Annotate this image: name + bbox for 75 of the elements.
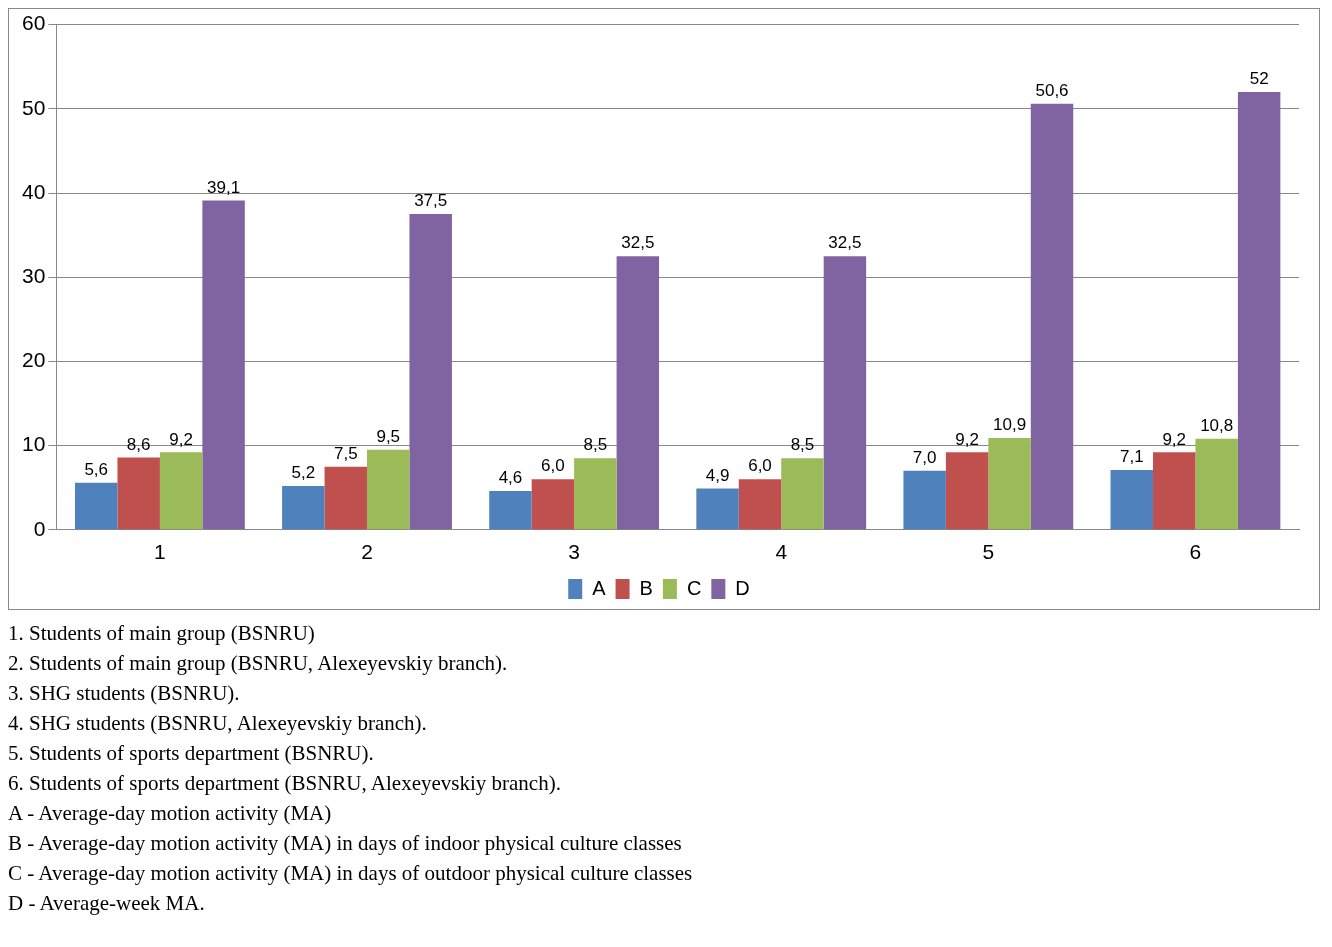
data-label: 39,1 (207, 177, 241, 197)
bar (75, 482, 118, 530)
data-label: 8,5 (790, 435, 815, 455)
bar (781, 458, 824, 530)
text: A - Average-day motion activity (MA) (8, 800, 333, 827)
bar (1237, 91, 1281, 530)
data-label: 32,5 (621, 233, 655, 253)
bar (202, 200, 245, 530)
data-label: 32,5 (828, 233, 862, 253)
x-tick-label: 5 (982, 540, 995, 564)
text: B - Average-day motion activity (MA) in days of indoor physical culture classes (8, 830, 683, 857)
text: C - Average-day motion activity (MA) in days of outdoor physical culture classes (8, 860, 694, 887)
bar (159, 452, 203, 530)
bar (823, 256, 867, 530)
bar (738, 479, 782, 530)
data-label: 5,6 (84, 459, 109, 479)
bar (1195, 438, 1238, 530)
bar (324, 466, 368, 530)
data-label: 6,0 (748, 456, 772, 476)
data-label: 7,1 (1119, 447, 1144, 467)
data-label: 4,9 (705, 465, 730, 485)
x-tick-label: 3 (568, 540, 580, 564)
text: 3. SHG students (BSNRU). (8, 680, 241, 707)
text: 2. Students of main group (BSNRU, Alexeyevskiy branch). (8, 650, 509, 677)
bar (696, 488, 739, 530)
text: D - Average-week MA. (8, 890, 206, 917)
bar (367, 449, 410, 530)
bar (574, 458, 617, 530)
bar (988, 438, 1031, 530)
data-label: 9,5 (376, 427, 401, 446)
text: 1. Students of main group (BSNRU) (8, 620, 316, 647)
legend-label: C (686, 576, 702, 599)
bar (1110, 470, 1153, 530)
text: 5. Students of sports department (BSNRU). (8, 740, 375, 767)
bar (1152, 452, 1196, 530)
data-label: 10,9 (993, 415, 1027, 435)
data-label: 5,2 (291, 463, 316, 483)
data-label: 10,8 (1200, 416, 1234, 436)
x-tick-label: 6 (1189, 540, 1202, 564)
bar (903, 470, 946, 530)
data-label: 9,2 (1162, 429, 1187, 449)
legend-label: D (735, 576, 750, 599)
y-tick-label: 20 (22, 348, 46, 372)
data-label: 50,6 (1035, 80, 1069, 100)
x-tick-label: 1 (154, 540, 166, 564)
data-label: 9,2 (169, 429, 193, 449)
x-tick-label: 2 (361, 540, 373, 564)
bar (945, 452, 989, 530)
y-tick-label: 40 (22, 179, 46, 203)
data-label: 37,5 (414, 191, 448, 211)
bar (1030, 103, 1074, 530)
y-tick-label: 60 (22, 11, 46, 35)
legend-label: B (639, 576, 653, 599)
data-label: 4,6 (498, 468, 523, 488)
y-tick-label: 50 (22, 95, 46, 119)
bar (616, 256, 660, 530)
x-tick-label: 4 (775, 540, 788, 564)
bar (117, 457, 160, 530)
data-label: 8,5 (583, 435, 608, 455)
legend-label: A (592, 576, 607, 599)
data-label: 7,0 (912, 448, 937, 468)
y-tick-label: 10 (22, 432, 46, 456)
bar (282, 486, 325, 530)
data-label: 9,2 (955, 429, 979, 449)
text: 4. SHG students (BSNRU, Alexeyevskiy branch). (8, 710, 428, 737)
bar (531, 479, 575, 530)
data-label: 8,6 (126, 434, 151, 454)
text: 6. Students of sports department (BSNRU, Alexeyevskiy branch). (8, 770, 562, 797)
bar (409, 214, 452, 530)
y-tick-label: 0 (33, 516, 46, 540)
bar (489, 491, 532, 530)
y-tick-label: 30 (22, 264, 46, 287)
data-label: 52 (1249, 69, 1269, 89)
data-label: 7,5 (333, 443, 358, 463)
data-label: 6,0 (541, 456, 565, 476)
